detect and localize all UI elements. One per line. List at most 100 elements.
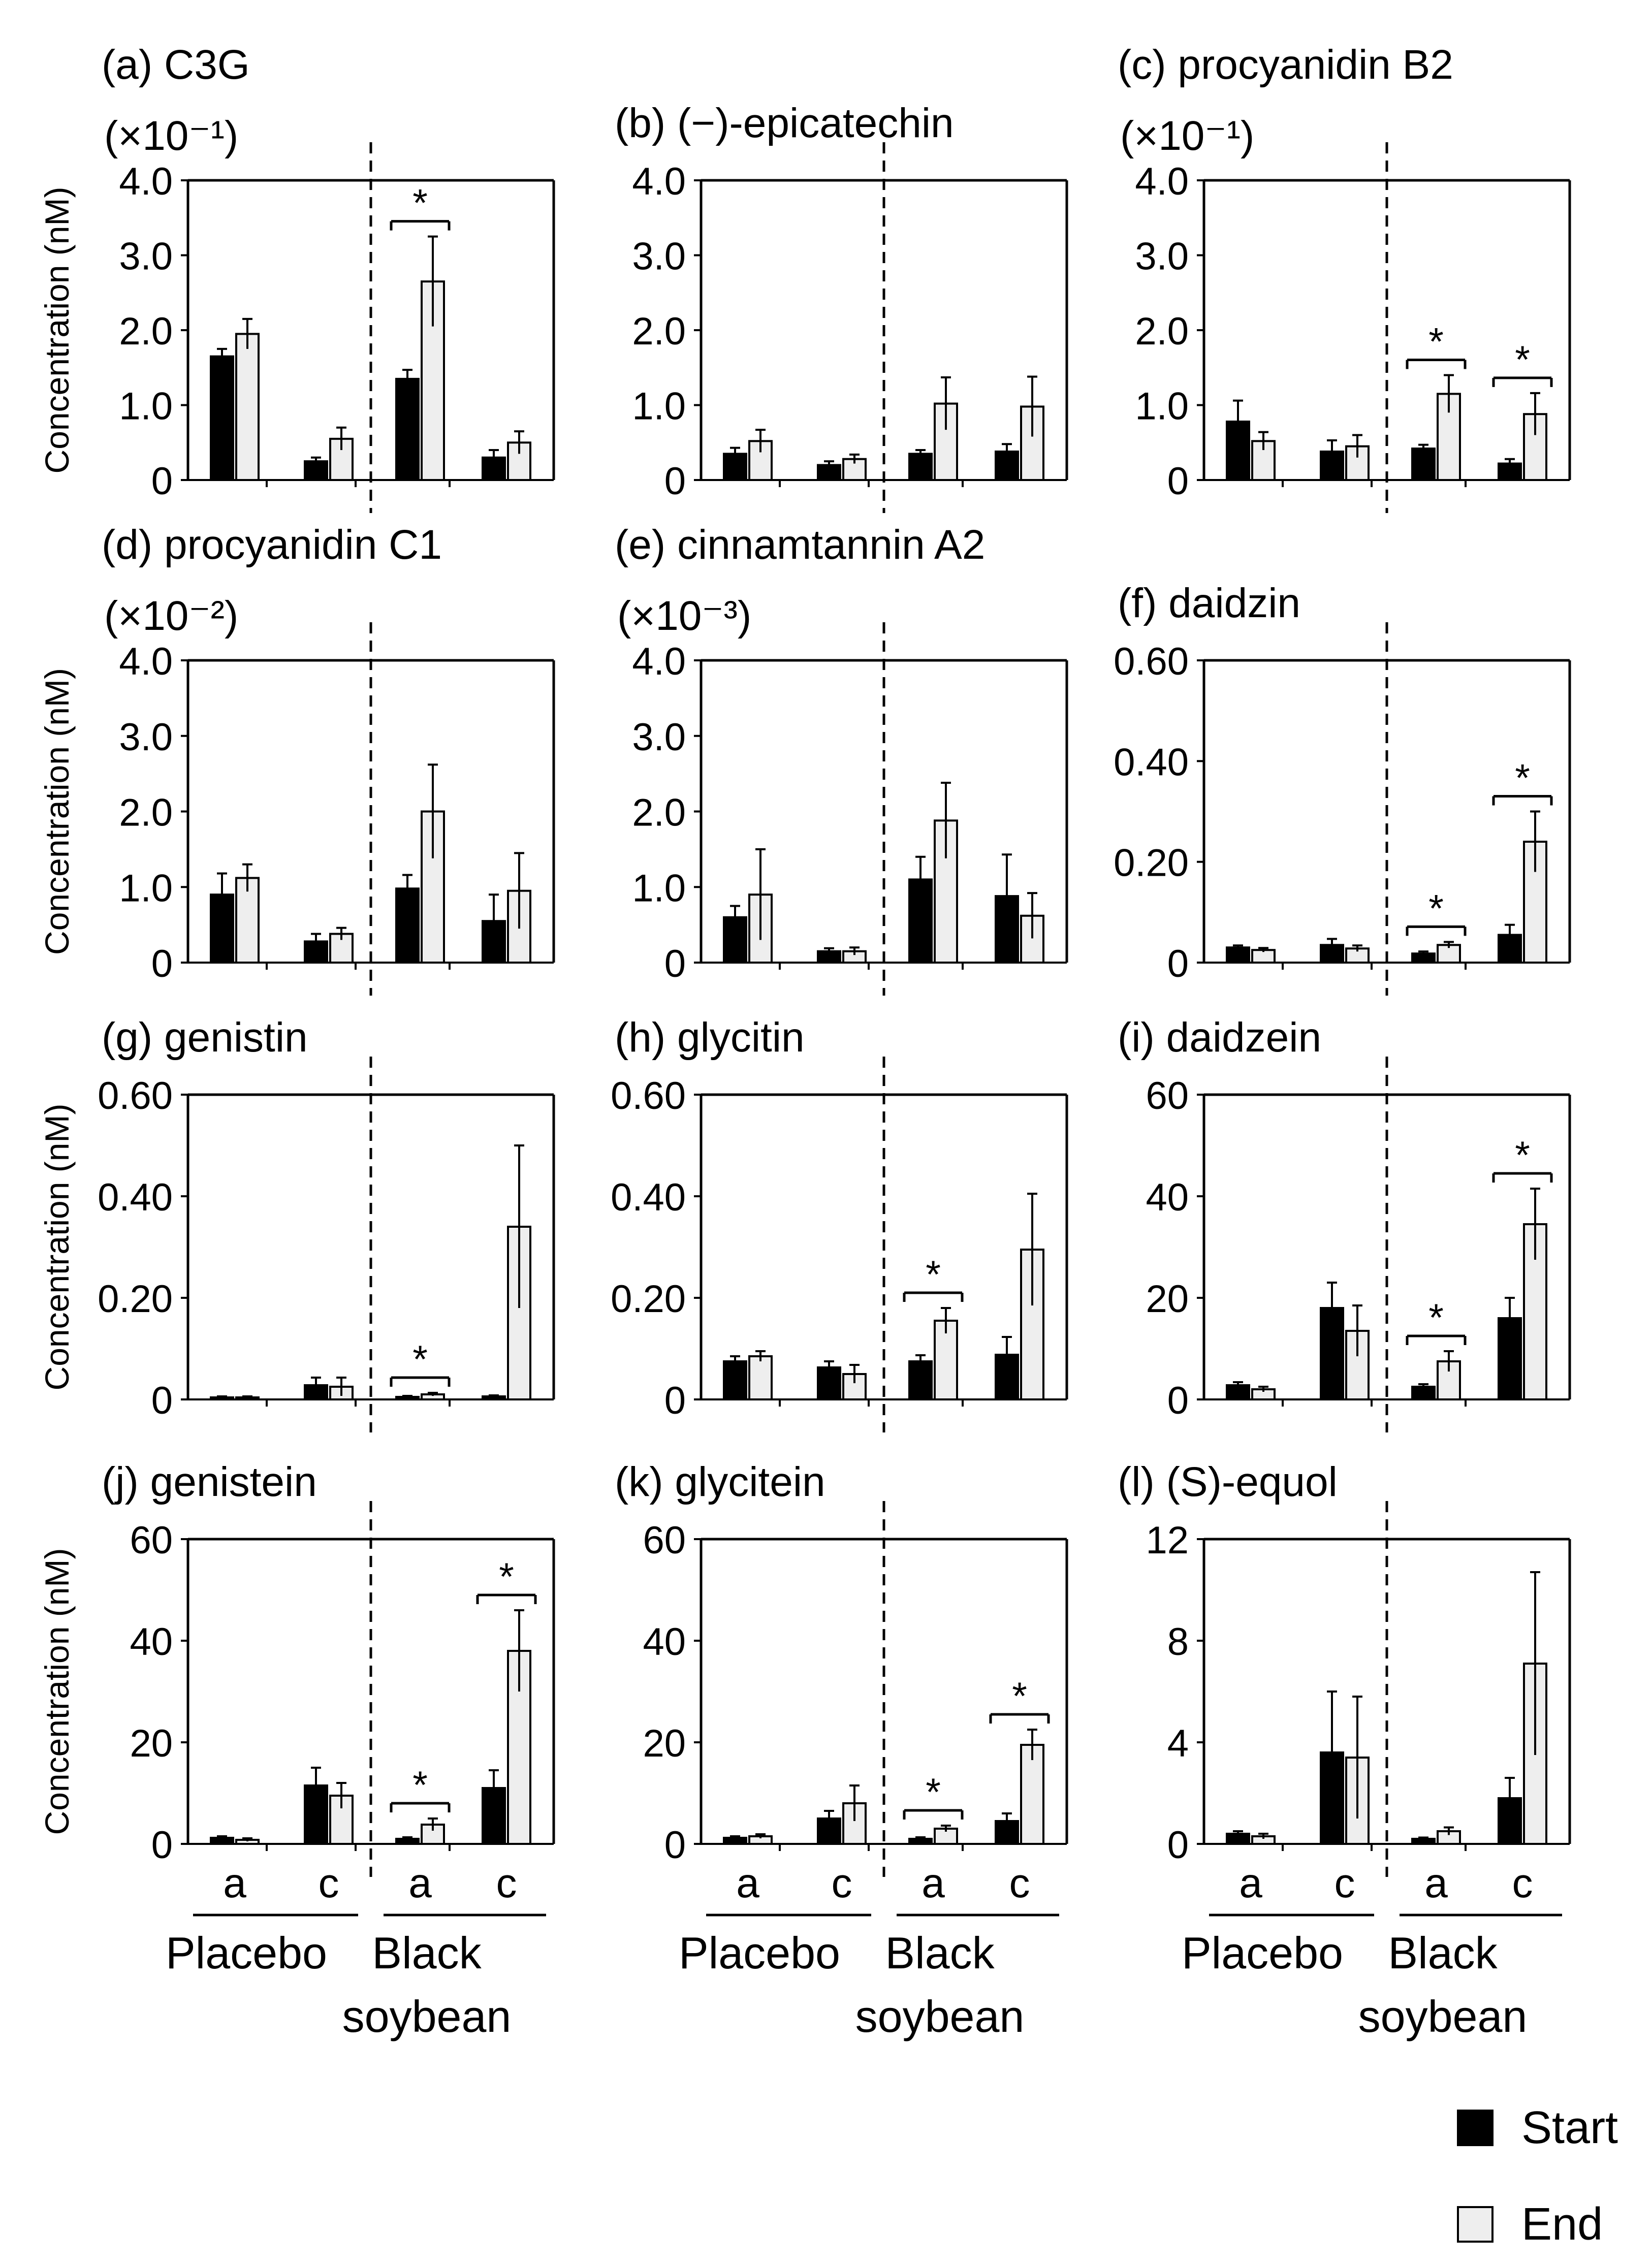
- y-tick-label: 0: [664, 1824, 686, 1867]
- y-tick-label: 4.0: [632, 160, 686, 203]
- x-subgroup-label: a: [736, 1860, 759, 1906]
- bar-start-3: [908, 1360, 933, 1400]
- x-subgroup-label: c: [1512, 1860, 1533, 1906]
- legend-swatch-start: [1457, 2110, 1494, 2146]
- significance-star: *: [926, 1253, 941, 1296]
- x-subgroup-label: a: [1424, 1860, 1448, 1906]
- y-tick-label: 1.0: [632, 385, 686, 428]
- y-tick-label: 0: [664, 460, 686, 503]
- y-tick-label: 3.0: [119, 235, 173, 278]
- panel-title: (l) (S)-equol: [1118, 1459, 1338, 1505]
- y-tick-label: 40: [643, 1620, 686, 1664]
- chart-panel-c: (c) procyanidin B2 (×10⁻¹) 0 1.0 2.0 3.0 4.0 * *: [1118, 42, 1571, 513]
- panel-title: (a) C3G: [102, 42, 250, 88]
- y-axis-label: Concentration (nM): [38, 1548, 76, 1835]
- chart-panel-a: (a) C3G (×10⁻¹) 0 1.0 2.0 3.0 4.0 Concentration…: [38, 42, 555, 513]
- panel-title: (g) genistin: [102, 1014, 308, 1061]
- y-tick-label: 0: [151, 460, 173, 503]
- significance-star: *: [412, 1764, 428, 1807]
- significance-star: *: [499, 1555, 514, 1599]
- y-tick-label: 0: [664, 1379, 686, 1422]
- y-tick-label: 0: [1167, 942, 1189, 985]
- y-axis-label: Concentration (nM): [38, 1104, 76, 1391]
- panel-title: (b) (−)-epicatechin: [615, 100, 954, 146]
- x-subgroup-label: c: [1009, 1860, 1030, 1906]
- panel-multiplier: (×10⁻²): [104, 593, 238, 639]
- y-tick-label: 3.0: [1135, 235, 1189, 278]
- significance-star: *: [1515, 757, 1530, 800]
- y-tick-label: 0.20: [611, 1278, 686, 1321]
- bar-start-1: [1226, 946, 1250, 964]
- x-group-label-black-soybean: soybean: [1358, 1991, 1528, 2041]
- x-subgroup-label: a: [408, 1860, 432, 1906]
- legend-label-end: End: [1521, 2199, 1603, 2250]
- bar-start-1: [723, 1360, 747, 1400]
- significance-star: *: [1012, 1675, 1027, 1718]
- y-tick-label: 4.0: [632, 640, 686, 683]
- y-tick-label: 3.0: [632, 235, 686, 278]
- y-tick-label: 2.0: [1135, 310, 1189, 353]
- y-tick-label: 8: [1167, 1620, 1189, 1664]
- y-tick-label: 0: [1167, 1824, 1189, 1867]
- significance-star: *: [1428, 1296, 1444, 1339]
- y-tick-label: 0: [1167, 460, 1189, 503]
- y-tick-label: 0: [664, 942, 686, 985]
- panel-title: (j) genistein: [102, 1459, 317, 1505]
- bar-end-3: [934, 1320, 958, 1400]
- y-tick-label: 0.40: [98, 1176, 173, 1219]
- x-group-label-placebo: Placebo: [679, 1928, 840, 1978]
- panel-multiplier: (×10⁻¹): [1120, 113, 1254, 159]
- bar-start-3: [1411, 448, 1436, 481]
- x-group-label-black-soybean: soybean: [855, 1991, 1025, 2041]
- y-tick-label: 0: [151, 1379, 173, 1422]
- panel-multiplier: (×10⁻¹): [104, 113, 238, 159]
- y-tick-label: 0: [1167, 1379, 1189, 1422]
- y-tick-label: 20: [130, 1722, 173, 1765]
- y-tick-label: 2.0: [632, 310, 686, 353]
- x-subgroup-label: c: [496, 1860, 517, 1906]
- bar-start-2: [1320, 450, 1344, 482]
- y-tick-label: 0: [151, 942, 173, 985]
- y-tick-label: 2.0: [632, 791, 686, 835]
- y-tick-label: 0.60: [1114, 640, 1189, 683]
- y-tick-label: 60: [130, 1519, 173, 1562]
- x-group-label-black-soybean: Black: [1388, 1928, 1498, 1978]
- panel-title: (k) glycitein: [615, 1459, 825, 1505]
- bar-start-1: [210, 355, 234, 481]
- bar-end-1: [235, 333, 260, 481]
- y-tick-label: 4.0: [1135, 160, 1189, 203]
- y-tick-label: 0: [151, 1824, 173, 1867]
- y-tick-label: 3.0: [632, 716, 686, 759]
- bar-end-1: [748, 1355, 773, 1400]
- chart-panel-g: (g) genistin 0 0.20 0.40 0.60 Concentration (…: [38, 1014, 555, 1432]
- x-subgroup-label: a: [223, 1860, 246, 1906]
- x-subgroup-label: c: [832, 1860, 852, 1906]
- y-tick-label: 4: [1167, 1722, 1189, 1765]
- chart-panel-f: (f) daidzin 0 0.20 0.40 0.60 * *: [1114, 580, 1571, 996]
- y-tick-label: 20: [643, 1722, 686, 1765]
- bar-end-1: [1251, 949, 1276, 964]
- significance-star: *: [1515, 1134, 1530, 1177]
- y-tick-label: 40: [130, 1620, 173, 1664]
- y-tick-label: 2.0: [119, 310, 173, 353]
- chart-panel-e: (e) cinnamtannin A2 (×10⁻³) 0 1.0 2.0 3.0 4.0: [615, 522, 1068, 996]
- y-tick-label: 0.20: [98, 1278, 173, 1321]
- y-tick-label: 1.0: [119, 867, 173, 910]
- x-subgroup-label: a: [1239, 1860, 1262, 1906]
- x-subgroup-label: c: [319, 1860, 339, 1906]
- y-tick-label: 1.0: [632, 867, 686, 910]
- y-tick-label: 12: [1146, 1519, 1189, 1562]
- y-tick-label: 0.40: [611, 1176, 686, 1219]
- panel-title: (e) cinnamtannin A2: [615, 522, 985, 568]
- significance-star: *: [412, 1338, 428, 1381]
- y-tick-label: 2.0: [119, 791, 173, 835]
- chart-panel-d: (d) procyanidin C1 (×10⁻²) 0 1.0 2.0 3.0 4.0 Co…: [38, 522, 555, 996]
- panel-title: (d) procyanidin C1: [102, 522, 442, 568]
- y-tick-label: 60: [643, 1519, 686, 1562]
- chart-panel-k: (k) glycitein 0 20 40 60 * * a c a c Placebo Black so…: [615, 1459, 1068, 2041]
- x-group-label-black-soybean: soybean: [342, 1991, 512, 2041]
- x-group-label-black-soybean: Black: [372, 1928, 482, 1978]
- x-group-label-black-soybean: Black: [885, 1928, 995, 1978]
- panel-multiplier: (×10⁻³): [617, 593, 751, 639]
- y-tick-label: 0.60: [611, 1074, 686, 1118]
